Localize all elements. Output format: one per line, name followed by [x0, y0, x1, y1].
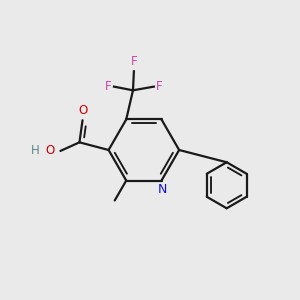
Text: F: F: [130, 55, 137, 68]
Text: N: N: [158, 183, 167, 196]
Text: O: O: [46, 144, 55, 158]
Text: O: O: [78, 103, 87, 117]
Text: H: H: [31, 144, 40, 157]
Text: F: F: [156, 80, 163, 93]
Text: F: F: [105, 80, 112, 93]
